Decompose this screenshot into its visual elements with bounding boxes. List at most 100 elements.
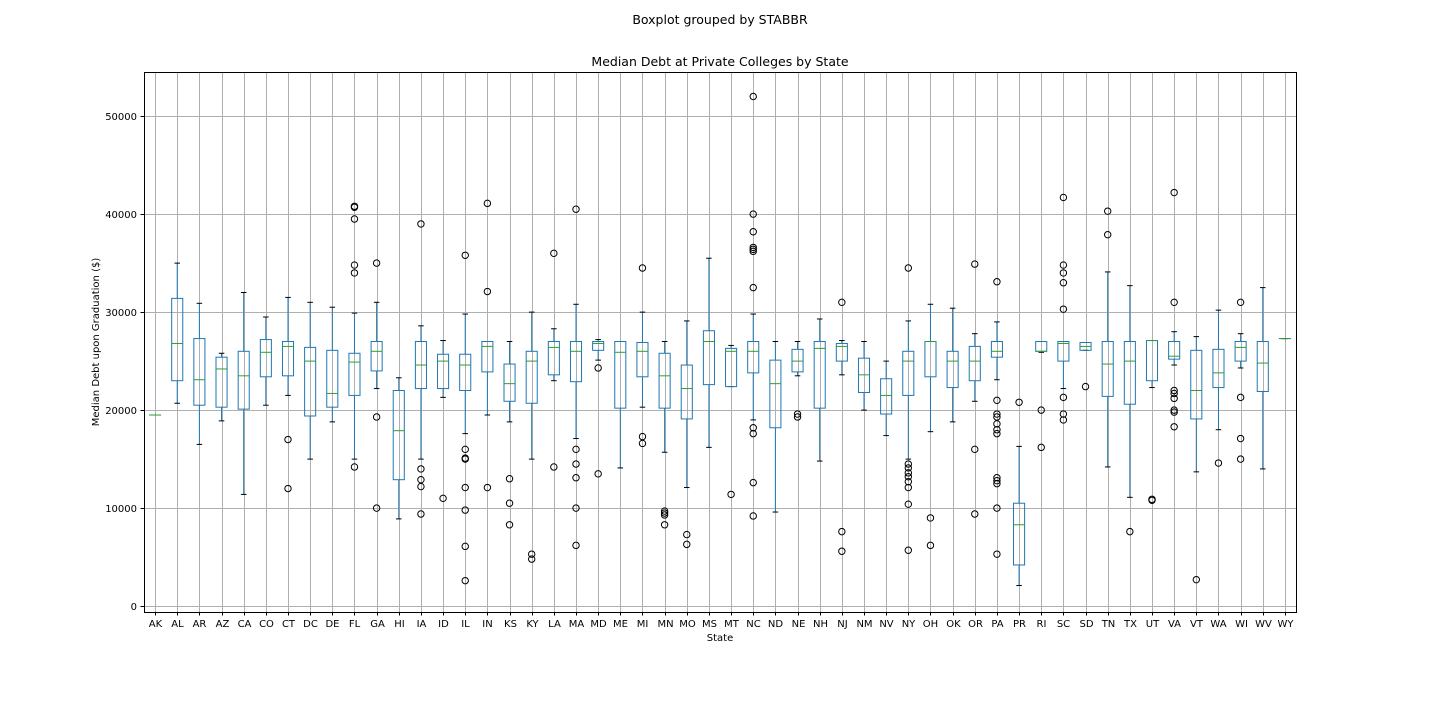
- x-tick-label: MI: [637, 619, 649, 630]
- outlier-point: [839, 528, 845, 534]
- box-ne: [792, 342, 803, 421]
- chart-title: Median Debt at Private Colleges by State: [591, 54, 848, 69]
- box-iqr: [991, 342, 1002, 358]
- box-iqr: [1257, 342, 1268, 392]
- box-ca: [238, 293, 249, 495]
- outlier-point: [1237, 456, 1243, 462]
- outlier-point: [551, 250, 557, 256]
- outlier-point: [1104, 231, 1110, 237]
- box-co: [260, 317, 271, 405]
- box-wi: [1235, 299, 1246, 462]
- box-iqr: [526, 351, 537, 403]
- outlier-point: [839, 548, 845, 554]
- outlier-point: [994, 430, 1000, 436]
- x-tick-label: KY: [526, 619, 539, 630]
- box-wv: [1257, 288, 1268, 469]
- outlier-point: [684, 531, 690, 537]
- x-tick-label: IL: [461, 619, 470, 630]
- x-tick-label: IN: [482, 619, 492, 630]
- outlier-point: [1237, 435, 1243, 441]
- box-pa: [991, 279, 1002, 558]
- x-tick-label: NV: [879, 619, 893, 630]
- box-nh: [814, 319, 825, 461]
- x-tick-label: ME: [613, 619, 628, 630]
- outlier-point: [1237, 394, 1243, 400]
- y-tick-label: 0: [131, 602, 137, 613]
- y-tick-label: 10000: [105, 504, 137, 515]
- outlier-point: [661, 522, 667, 528]
- outlier-point: [373, 414, 379, 420]
- box-iqr: [393, 391, 404, 480]
- y-tick-label: 40000: [105, 210, 137, 221]
- plot-area-frame: [145, 73, 1297, 613]
- box-iqr: [238, 351, 249, 409]
- x-tick-label: UT: [1146, 619, 1160, 630]
- x-tick-label: NM: [856, 619, 872, 630]
- outlier-point: [418, 476, 424, 482]
- x-tick-label: MS: [702, 619, 717, 630]
- box-ia: [415, 221, 426, 517]
- x-tick-label: NH: [813, 619, 828, 630]
- x-tick-label: MO: [679, 619, 696, 630]
- x-tick-label: AK: [149, 619, 163, 630]
- y-tick-label: 30000: [105, 308, 137, 319]
- outlier-point: [972, 446, 978, 452]
- y-tick-label: 50000: [105, 112, 137, 123]
- x-tick-label: FL: [349, 619, 361, 630]
- x-tick-label: MA: [569, 619, 585, 630]
- box-mn: [659, 342, 670, 528]
- x-tick-label: MT: [724, 619, 740, 630]
- box-iqr: [814, 342, 825, 409]
- box-iqr: [1102, 342, 1113, 397]
- outlier-point: [972, 511, 978, 517]
- outlier-point: [1127, 528, 1133, 534]
- outlier-point: [506, 522, 512, 528]
- x-tick-label: VT: [1190, 619, 1204, 630]
- x-tick-label: CT: [282, 619, 296, 630]
- outlier-point: [1104, 208, 1110, 214]
- x-tick-label: AR: [193, 619, 207, 630]
- x-tick-label: WV: [1255, 619, 1272, 630]
- outlier-point: [551, 464, 557, 470]
- box-ks: [504, 342, 515, 528]
- x-tick-label: RI: [1037, 619, 1047, 630]
- outlier-point: [994, 279, 1000, 285]
- x-tick-label: KS: [504, 619, 517, 630]
- grid: [144, 72, 1296, 612]
- boxes: [150, 93, 1291, 585]
- box-iqr: [659, 353, 670, 408]
- outlier-point: [418, 221, 424, 227]
- box-or: [969, 261, 980, 517]
- box-tn: [1102, 208, 1113, 467]
- x-tick-label: PA: [991, 619, 1003, 630]
- x-tick-label: IA: [417, 619, 427, 630]
- x-tick-label: DE: [325, 619, 339, 630]
- y-axis-ticks: 0 10000 20000 30000 40000 50000: [105, 112, 144, 613]
- x-tick-label: SC: [1057, 619, 1070, 630]
- outlier-point: [684, 541, 690, 547]
- figure-suptitle: Boxplot grouped by STABBR: [632, 12, 808, 27]
- x-tick-label: NY: [902, 619, 916, 630]
- x-tick-label: MD: [590, 619, 607, 630]
- box-iqr: [947, 351, 958, 387]
- box-ms: [703, 258, 714, 447]
- outlier-point: [839, 299, 845, 305]
- x-tick-label: LA: [548, 619, 561, 630]
- outlier-point: [506, 476, 512, 482]
- x-tick-label: AZ: [216, 619, 230, 630]
- outlier-point: [418, 511, 424, 517]
- y-tick-label: 20000: [105, 406, 137, 417]
- x-tick-label: CO: [259, 619, 274, 630]
- box-iqr: [969, 346, 980, 380]
- box-hi: [393, 378, 404, 519]
- x-tick-label: MN: [657, 619, 673, 630]
- x-tick-label: NJ: [837, 619, 847, 630]
- box-iqr: [216, 357, 227, 407]
- outlier-point: [994, 551, 1000, 557]
- box-ga: [371, 260, 382, 511]
- x-tick-label: OH: [923, 619, 938, 630]
- x-tick-label: NC: [746, 619, 760, 630]
